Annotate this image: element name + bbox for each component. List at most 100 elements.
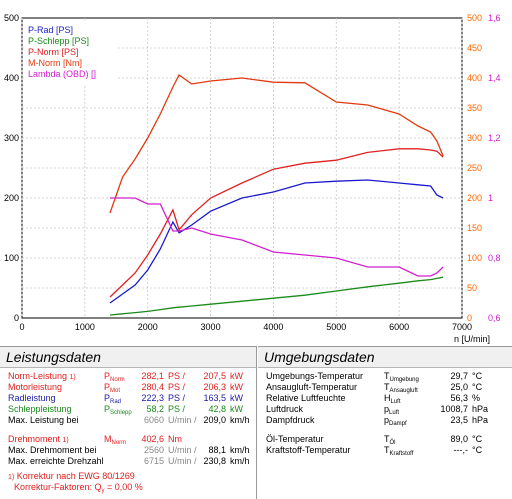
environment-row-symbol: TÖl [384, 434, 396, 446]
environment-row: Relative Luftfeuchte HLuft 56,3% [258, 393, 512, 405]
series-line-0 [109, 179, 444, 304]
performance-row-value-2: 207,5 [203, 371, 226, 381]
environment-row-unit: °C [472, 445, 483, 455]
environment-row-unit: °C [472, 382, 483, 392]
y-right-lambda-tick-label: 1,6 [488, 13, 501, 23]
performance-row-unit-2: kW [230, 404, 243, 414]
series-line-4 [110, 197, 444, 277]
y-left-tick-label: 400 [4, 73, 19, 83]
series-line-1 [109, 276, 444, 316]
environment-row-label: Öl-Temperatur [266, 434, 324, 444]
legend-item-2: P-Norm [PS] [28, 47, 79, 57]
environment-row: Kraftstoff-Temperatur TKraftstoff ---,- °C [258, 445, 512, 457]
environment-row-unit: hPa [472, 404, 489, 414]
performance-panel-title: Leistungsdaten [6, 349, 101, 365]
performance-row-value-1: 58,2 [146, 404, 164, 414]
y-right-lambda-tick-label: 0,8 [488, 253, 501, 263]
environment-row-symbol: TAnsaugluft [384, 382, 418, 394]
performance-row-unit-1: U/min / [168, 445, 197, 455]
footnote-1-text: Korrektur nach EWG 80/1269 [16, 471, 135, 481]
x-tick-label: 2000 [138, 322, 158, 332]
performance-row-label: Motorleistung [8, 382, 63, 392]
environment-row-label: Kraftstoff-Temperatur [266, 445, 351, 455]
legend-item-4: Lambda (OBD) [] [28, 69, 96, 79]
performance-row-value-1: 222,3 [141, 393, 164, 403]
environment-panel: Umgebungsdaten Umgebungs-Temperatur TUmge… [258, 346, 512, 499]
environment-row-label: Ansaugluft-Temperatur [266, 382, 358, 392]
environment-row-value: 89,0 [450, 434, 468, 444]
environment-row-symbol: TKraftstoff [384, 445, 414, 457]
footnote-1-mark: 1) [8, 474, 15, 481]
environment-row-value: ---,- [453, 445, 469, 455]
y-right-lambda-tick-label: 1,2 [488, 133, 501, 143]
environment-row-symbol: pDampf [384, 415, 407, 427]
legend-item-0: P-Rad [PS] [28, 25, 73, 35]
x-tick-label: 7000 [452, 322, 472, 332]
performance-row-value-1: 6715 [143, 456, 164, 466]
performance-row-symbol: PRad [104, 393, 122, 405]
y-left-tick-label: 100 [4, 253, 19, 263]
environment-row-unit: °C [472, 371, 483, 381]
y-left-tick-label: 0 [14, 313, 19, 323]
environment-panel-title: Umgebungsdaten [264, 349, 375, 365]
y-left-tick-label: 200 [4, 193, 19, 203]
performance-row: Norm-Leistung 1) PNorm 282,1 PS / 207,5 kW [0, 371, 256, 383]
performance-row: Schleppleistung PSchlepp 58,2 PS / 42,8 kW [0, 404, 256, 416]
footnote-mark: 1) [62, 437, 69, 444]
performance-row-label: Max. Drehmoment bei [8, 445, 97, 455]
chart-series [109, 74, 444, 316]
y-right-lambda-tick-label: 0,6 [488, 313, 501, 323]
performance-row-label: Radleistung [8, 393, 56, 403]
y-right-torque-tick-label: 500 [467, 13, 482, 23]
y-right-torque-tick-label: 450 [467, 43, 482, 53]
y-right-torque-tick-label: 300 [467, 133, 482, 143]
environment-row-value: 1008,7 [440, 404, 468, 414]
environment-row-symbol: pLuft [384, 404, 400, 416]
x-tick-label: 6000 [389, 322, 409, 332]
y-right-torque-tick-label: 0 [467, 313, 472, 323]
performance-row-value-1: 282,1 [141, 371, 164, 381]
performance-title-bar: Leistungsdaten [0, 347, 256, 368]
environment-row-unit: % [472, 393, 481, 403]
environment-row: Öl-Temperatur TÖl 89,0 °C [258, 434, 512, 446]
performance-row-label: Max. Leistung bei [8, 415, 79, 425]
y-left-tick-label: 300 [4, 133, 19, 143]
environment-row-symbol: HLuft [384, 393, 401, 405]
series-line-2 [109, 148, 444, 298]
performance-row-unit-1: PS / [168, 371, 186, 381]
performance-row-symbol: PNorm [104, 371, 125, 383]
performance-row-unit-2: kW [230, 393, 243, 403]
performance-row-value-2: 209,0 [203, 415, 226, 425]
environment-row: Luftdruck pLuft 1008,7 hPa [258, 404, 512, 416]
y-right-torque-tick-label: 400 [467, 73, 482, 83]
legend-item-3: M-Norm [Nm] [28, 58, 82, 68]
performance-row-unit-1: Nm [168, 434, 182, 444]
environment-row-label: Luftdruck [266, 404, 304, 414]
performance-row-value-2: 230,8 [203, 456, 226, 466]
footnote-2-value: = 0,00 % [104, 482, 143, 492]
y-right-lambda-tick-label: 1 [488, 193, 493, 203]
environment-row: Ansaugluft-Temperatur TAnsaugluft 25,0 °C [258, 382, 512, 394]
performance-row-unit-1: PS / [168, 382, 186, 392]
x-tick-label: 5000 [326, 322, 346, 332]
footnote-2: Korrektur-Faktoren: Qy = 0,00 % [14, 482, 143, 494]
environment-row-unit: hPa [472, 415, 489, 425]
performance-row-label: Max. erreichte Drehzahl [8, 456, 104, 466]
environment-row-label: Relative Luftfeuchte [266, 393, 346, 403]
y-right-torque-tick-label: 350 [467, 103, 482, 113]
performance-panel: Leistungsdaten Norm-Leistung 1) PNorm 282,… [0, 346, 257, 499]
performance-row-unit-1: U/min / [168, 456, 197, 466]
x-tick-label: 0 [19, 322, 24, 332]
environment-row-value: 23,5 [450, 415, 468, 425]
performance-row-value-2: 42,8 [208, 404, 226, 414]
performance-row-value-1: 402,6 [141, 434, 164, 444]
environment-row-value: 56,3 [450, 393, 468, 403]
performance-row-value-2: 88,1 [208, 445, 226, 455]
y-right-torque-tick-label: 250 [467, 163, 482, 173]
environment-row-value: 29,7 [450, 371, 468, 381]
x-tick-label: 3000 [201, 322, 221, 332]
series-line-3 [109, 74, 444, 214]
performance-row-unit-2: km/h [230, 415, 250, 425]
y-left-tick-label: 500 [4, 13, 19, 23]
